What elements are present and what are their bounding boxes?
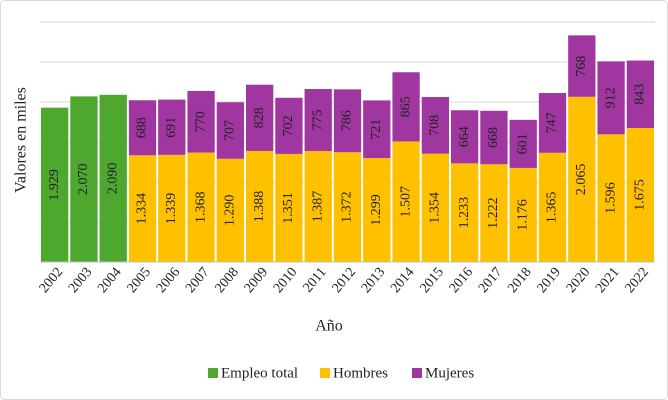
value-label: 1.334 [135,193,150,225]
value-label: 828 [252,107,267,128]
legend-swatch [320,368,330,378]
bar-segment [275,153,303,262]
value-label: 1.351 [281,192,296,224]
value-label: 1.372 [340,191,355,223]
value-label: 688 [135,117,150,138]
bar-segment [480,164,508,262]
x-axis-title: Año [315,318,343,335]
value-label: 702 [281,115,296,136]
legend-swatch [412,368,422,378]
legend-label: Hombres [333,365,388,381]
bar-segment [597,61,625,135]
bar-segment [392,141,420,262]
value-label: 1.368 [193,192,208,224]
bar-segment [509,167,537,262]
bar-segment [451,110,479,164]
bar-segment [187,90,215,153]
legend-label: Empleo total [221,365,298,381]
value-label: 865 [398,96,413,117]
bar-segment [538,93,567,153]
value-label: 843 [633,84,648,105]
bar-segment [597,134,625,262]
value-label: 1.299 [369,194,384,226]
value-label: 2.070 [76,163,91,195]
bar-segment [333,89,362,153]
bar-segment [509,119,537,168]
value-label: 1.596 [603,182,618,214]
bar-segment [392,72,420,142]
value-label: 775 [310,110,325,131]
value-label: 770 [193,111,208,132]
value-label: 747 [545,112,560,133]
value-label: 1.354 [428,192,443,224]
value-label: 1.290 [223,195,238,227]
value-label: 1.929 [47,169,62,201]
bar-segment [128,155,157,262]
bar-segment [216,158,244,262]
value-label: 707 [223,120,238,141]
value-label: 1.233 [457,197,472,229]
bar-segment [480,110,508,165]
bar-segment [626,60,654,129]
value-label: 1.675 [633,179,648,211]
bar-segment [70,96,98,263]
value-label: 786 [340,110,355,131]
value-label: 721 [369,119,384,140]
value-label: 2.065 [574,164,589,196]
bar-segment [304,89,332,152]
bar-segment [304,151,332,262]
bar-segment [275,97,303,154]
value-label: 1.387 [310,191,325,223]
value-label: 1.176 [515,199,530,231]
legend-swatch [208,368,218,378]
bar-segment [333,152,362,262]
bar-segment [421,97,449,154]
value-label: 668 [486,127,501,148]
bar-segment [538,152,567,262]
bar-segment [363,100,391,159]
y-axis-title: Valores en miles [13,87,30,193]
value-label: 1.507 [398,186,413,218]
bar-segment [626,128,654,262]
bar-segment [363,158,391,262]
bar-segment [158,154,186,262]
value-label: 1.222 [486,197,501,229]
bar-segment [128,100,157,156]
legend-label: Mujeres [425,365,474,381]
bar-segment [99,94,127,262]
bar-segment [421,153,449,262]
bar-segment [187,152,215,262]
value-label: 768 [574,56,589,77]
value-label: 708 [428,115,443,136]
value-label: 1.365 [545,192,560,224]
bar-segment [216,102,244,159]
bar-segment [246,84,274,151]
value-label: 691 [164,117,179,138]
bar-segment [568,96,596,262]
value-label: 664 [457,126,472,147]
value-label: 912 [603,87,618,108]
bar-segment [41,107,69,263]
value-label: 601 [515,133,530,154]
value-label: 1.388 [252,191,267,223]
value-label: 2.090 [105,163,120,195]
value-label: 1.339 [164,193,179,225]
bar-segment [451,163,479,262]
bar-segment [158,99,186,155]
bar-segment [568,35,596,97]
bar-segment [246,150,274,262]
